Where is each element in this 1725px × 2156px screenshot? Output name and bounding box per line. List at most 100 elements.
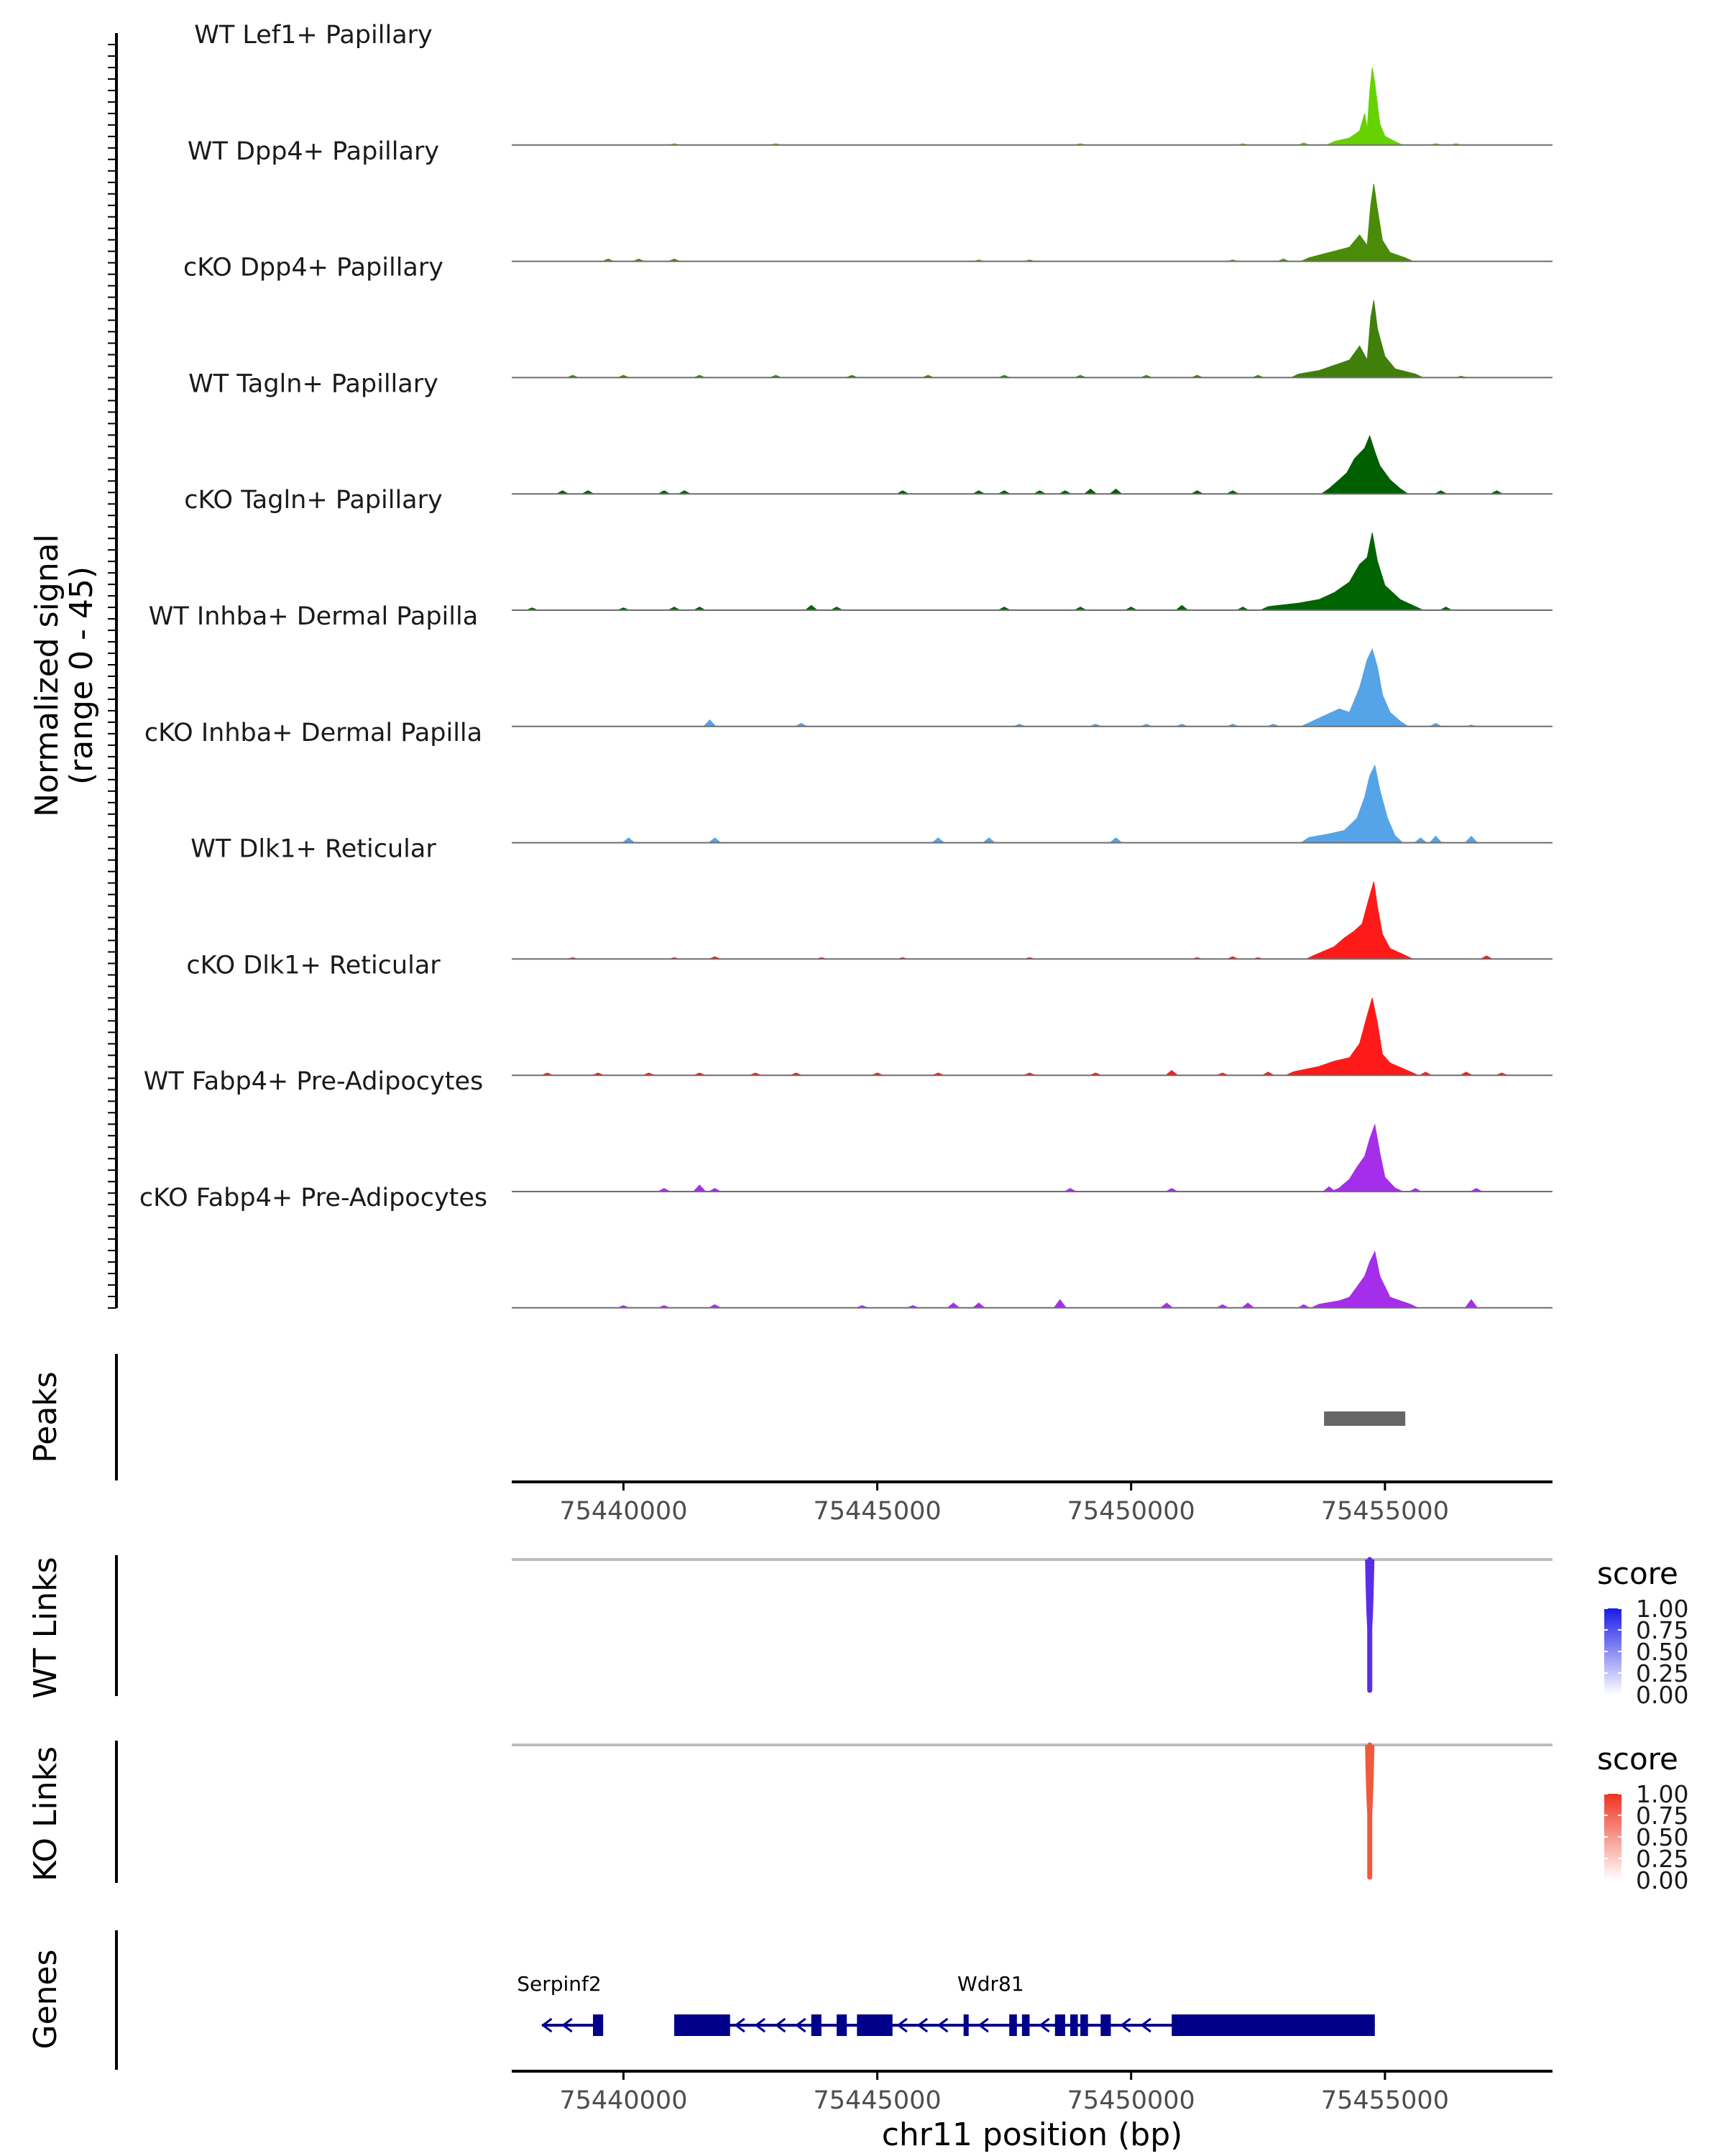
gene-model: Serpinf2 [517, 1972, 604, 2036]
coverage-blip [1033, 490, 1046, 494]
gene-exon [857, 2014, 893, 2036]
gene-strand-arrow [1039, 2017, 1050, 2033]
coverage-blip [1215, 1304, 1229, 1308]
coverage-blip [708, 1188, 722, 1192]
coverage-blip [983, 837, 995, 843]
gene-strand-arrow [561, 2017, 573, 2033]
gene-strand-arrow [795, 2017, 806, 2033]
coverage-blip [1297, 1304, 1310, 1308]
genes-label: Genes [27, 1949, 64, 2049]
coverage-track-label: cKO Fabp4+ Pre-Adipocytes [139, 1184, 487, 1212]
coverage-blip [998, 490, 1011, 494]
coverage-blip [1434, 490, 1448, 494]
coverage-panel: Normalized signal(range 0 - 45) WT Lef1+ … [29, 21, 1552, 1309]
gene-strand-arrow [540, 2017, 553, 2033]
coverage-blip [703, 719, 717, 727]
coverage-track-label: cKO Dlk1+ Reticular [186, 951, 441, 980]
score-legend: score 1.000.750.500.250.00 [1597, 1556, 1688, 1709]
x-axis-tick-label: 75455000 [1321, 1497, 1449, 1526]
coverage-blip [947, 1302, 960, 1308]
gene-strand-arrow [734, 2017, 745, 2033]
coverage-track: cKO Dpp4+ Papillary [183, 254, 1552, 379]
coverage-blip [1160, 1302, 1174, 1308]
coverage-blip [804, 604, 818, 610]
coverage-blip [1109, 488, 1123, 494]
peaks-label: Peaks [27, 1371, 64, 1462]
coverage-blip [693, 1184, 707, 1192]
coverage-blip [657, 1188, 671, 1192]
gene-exon [1070, 2014, 1078, 2036]
coverage-peak-area [1320, 435, 1409, 494]
coverage-blip [1409, 1188, 1422, 1192]
coverage-track-label: WT Dlk1+ Reticular [190, 835, 436, 864]
score-legend-tick-label: 1.00 [1636, 1595, 1688, 1623]
coverage-blip [1465, 835, 1478, 843]
score-legend-tick-label: 0.50 [1636, 1638, 1688, 1666]
coverage-blip [693, 607, 707, 610]
coverage-track: WT Dlk1+ Reticular [190, 835, 1552, 960]
coverage-track: WT Fabp4+ Pre-Adipocytes [144, 1067, 1552, 1192]
score-legend: score 1.000.750.500.250.00 [1597, 1741, 1688, 1894]
coverage-track-label: cKO Dpp4+ Papillary [183, 254, 443, 282]
coverage-blip [581, 490, 594, 494]
gene-name-label: Serpinf2 [517, 1972, 601, 1996]
gene-exon [1172, 2014, 1375, 2036]
coverage-peak-area [1306, 881, 1414, 959]
coverage-track-label: cKO Inhba+ Dermal Papilla [144, 719, 482, 747]
coverage-track: WT Tagln+ Papillary [188, 369, 1552, 495]
coverage-blip [1064, 1188, 1077, 1192]
coverage-track: WT Inhba+ Dermal Papilla [149, 602, 1552, 727]
links-panel: WT Links score 1.000.750.500.250.00 [27, 1555, 1688, 1709]
coverage-blip [668, 607, 681, 610]
score-legend-tick-label: 0.25 [1636, 1659, 1688, 1687]
coverage-peak-area [1301, 183, 1414, 262]
gene-exon [674, 2014, 730, 2036]
coverage-track: cKO Fabp4+ Pre-Adipocytes [139, 1184, 1552, 1309]
x-axis-title: chr11 position (bp) [882, 2116, 1183, 2153]
x-axis-tick-label: 75450000 [1067, 1497, 1195, 1526]
coverage-track-label: WT Fabp4+ Pre-Adipocytes [144, 1067, 483, 1096]
gene-strand-arrow [916, 2017, 929, 2033]
score-legend-title: score [1597, 1556, 1678, 1591]
gene-exon [593, 2014, 604, 2036]
coverage-track-label: cKO Tagln+ Papillary [184, 486, 443, 515]
coverage-blip [1175, 604, 1189, 610]
coverage-blip [1109, 837, 1123, 843]
coverage-blip [708, 1304, 722, 1308]
gene-exon [963, 2014, 969, 2036]
gene-strand-arrow [1120, 2017, 1131, 2033]
score-legend-tick-label: 0.00 [1636, 1681, 1688, 1709]
coverage-blip [657, 490, 671, 494]
x-axis-tick-label: 75455000 [1321, 2086, 1449, 2115]
score-legend-tick-label: 0.75 [1636, 1802, 1688, 1830]
coverage-blip [1058, 490, 1072, 494]
score-legend-tick-label: 0.50 [1636, 1823, 1688, 1851]
links-label: WT Links [27, 1557, 64, 1698]
gene-exon [1054, 2014, 1065, 2036]
coverage-blip [1190, 490, 1204, 494]
gene-exon [1021, 2014, 1030, 2036]
links-panel: KO Links score 1.000.750.500.250.00 [27, 1741, 1688, 1894]
coverage-track-label: WT Lef1+ Papillary [194, 21, 433, 50]
coverage-blip [1165, 1188, 1179, 1192]
gene-exon [837, 2014, 847, 2036]
coverage-peak-area [1291, 300, 1424, 378]
score-legend-tick-label: 0.00 [1636, 1866, 1688, 1894]
gene-exon [1009, 2014, 1017, 2036]
coverage-y-label-line2: (range 0 - 45) [63, 566, 100, 785]
coverage-y-label-line1: Normalized signal [29, 534, 65, 817]
coverage-blip [932, 837, 945, 843]
x-axis-tick-label: 75440000 [559, 2086, 687, 2115]
gene-exon [1100, 2014, 1111, 2036]
coverage-blip [972, 490, 985, 494]
coverage-blip [1404, 1304, 1417, 1308]
x-axis-tick-label: 75440000 [559, 1497, 687, 1526]
coverage-blip [830, 607, 844, 610]
x-axis-upper: 75440000 75445000 75450000 75455000 [512, 1480, 1552, 1526]
gene-model: Wdr81 [674, 1972, 1375, 2036]
coverage-blip [1084, 488, 1098, 494]
gene-exon [811, 2014, 822, 2036]
coverage-track-label: WT Dpp4+ Papillary [188, 137, 439, 166]
